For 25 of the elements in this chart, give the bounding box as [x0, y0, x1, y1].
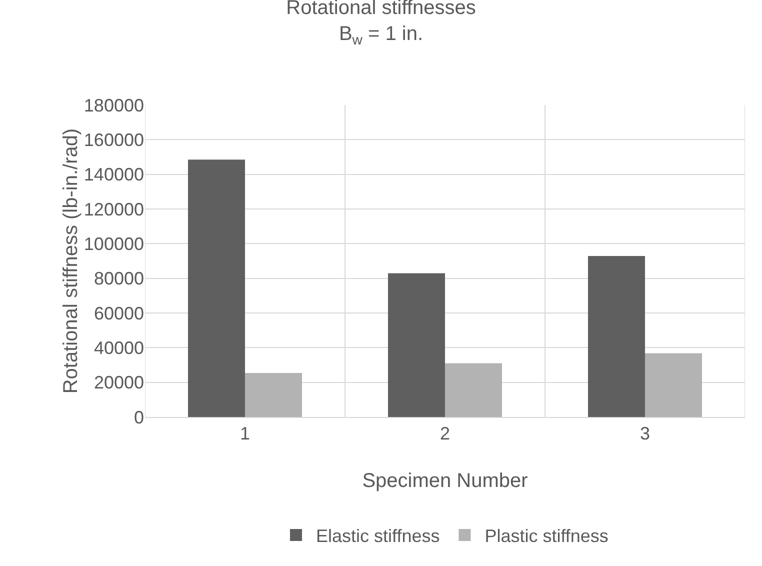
y-tick-label: 20000	[94, 372, 144, 393]
y-tick-label: 100000	[84, 234, 144, 254]
y-axis-title: Rotational stiffness (lb-in./rad)	[60, 128, 82, 394]
bar	[188, 160, 245, 417]
x-tick-label: 1	[240, 424, 250, 444]
bar	[445, 363, 502, 417]
y-tick-label: 180000	[84, 95, 144, 116]
y-tick-label: 40000	[94, 338, 144, 358]
bar	[388, 273, 445, 417]
x-axis-title: Specimen Number	[362, 470, 528, 492]
x-tick-label: 2	[440, 424, 450, 444]
y-tick-label: 80000	[94, 268, 144, 289]
bar	[245, 372, 302, 417]
legend-label: Plastic stiffness	[484, 526, 608, 546]
x-tick-label: 3	[640, 424, 650, 444]
chart-title: Rotational stiffnesses	[286, 0, 476, 20]
legend-label: Elastic stiffness	[316, 526, 440, 546]
bar	[645, 353, 702, 417]
y-tick-label: 140000	[84, 164, 144, 185]
y-tick-label: 60000	[94, 303, 144, 324]
y-tick-label: 0	[134, 407, 144, 428]
bar	[588, 256, 645, 417]
chart-subtitle: B$_{w}$ = 1 in.	[338, 23, 424, 48]
y-tick-label: 120000	[84, 199, 144, 220]
y-tick-label: 160000	[84, 130, 144, 150]
